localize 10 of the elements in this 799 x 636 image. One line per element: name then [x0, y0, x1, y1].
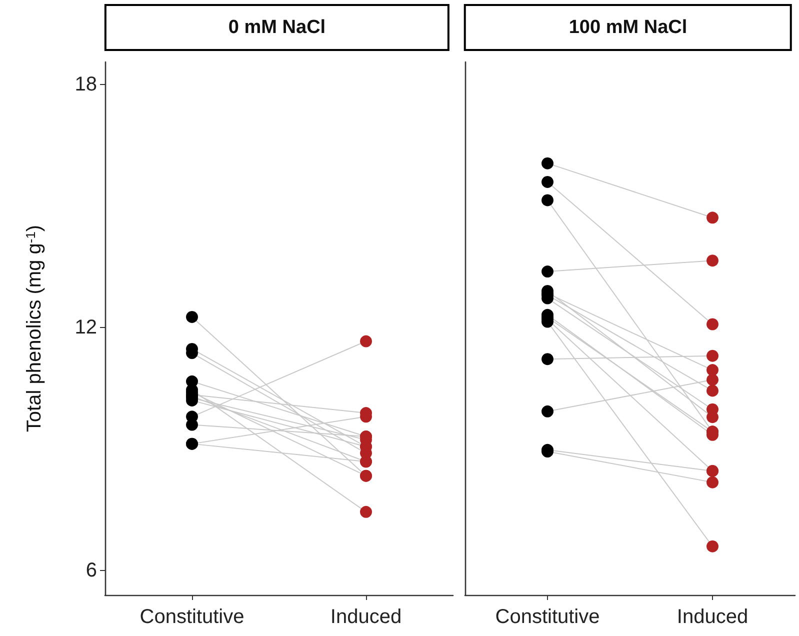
y-tick-label: 12 [74, 316, 97, 338]
x-tick-label: Induced [330, 606, 402, 628]
x-tick-label: Induced [676, 606, 748, 628]
x-tick-label: Constitutive [140, 606, 244, 628]
y-tick-label: 6 [86, 560, 97, 582]
y-tick-label: 18 [74, 73, 97, 96]
chart-title: 100 mM NaCl [568, 17, 688, 38]
x-tick-label: Constitutive [495, 606, 600, 628]
y-axis-title: Total phenolics (mg g-1) [23, 224, 46, 432]
chart-title: 0 mM NaCl [228, 17, 326, 38]
